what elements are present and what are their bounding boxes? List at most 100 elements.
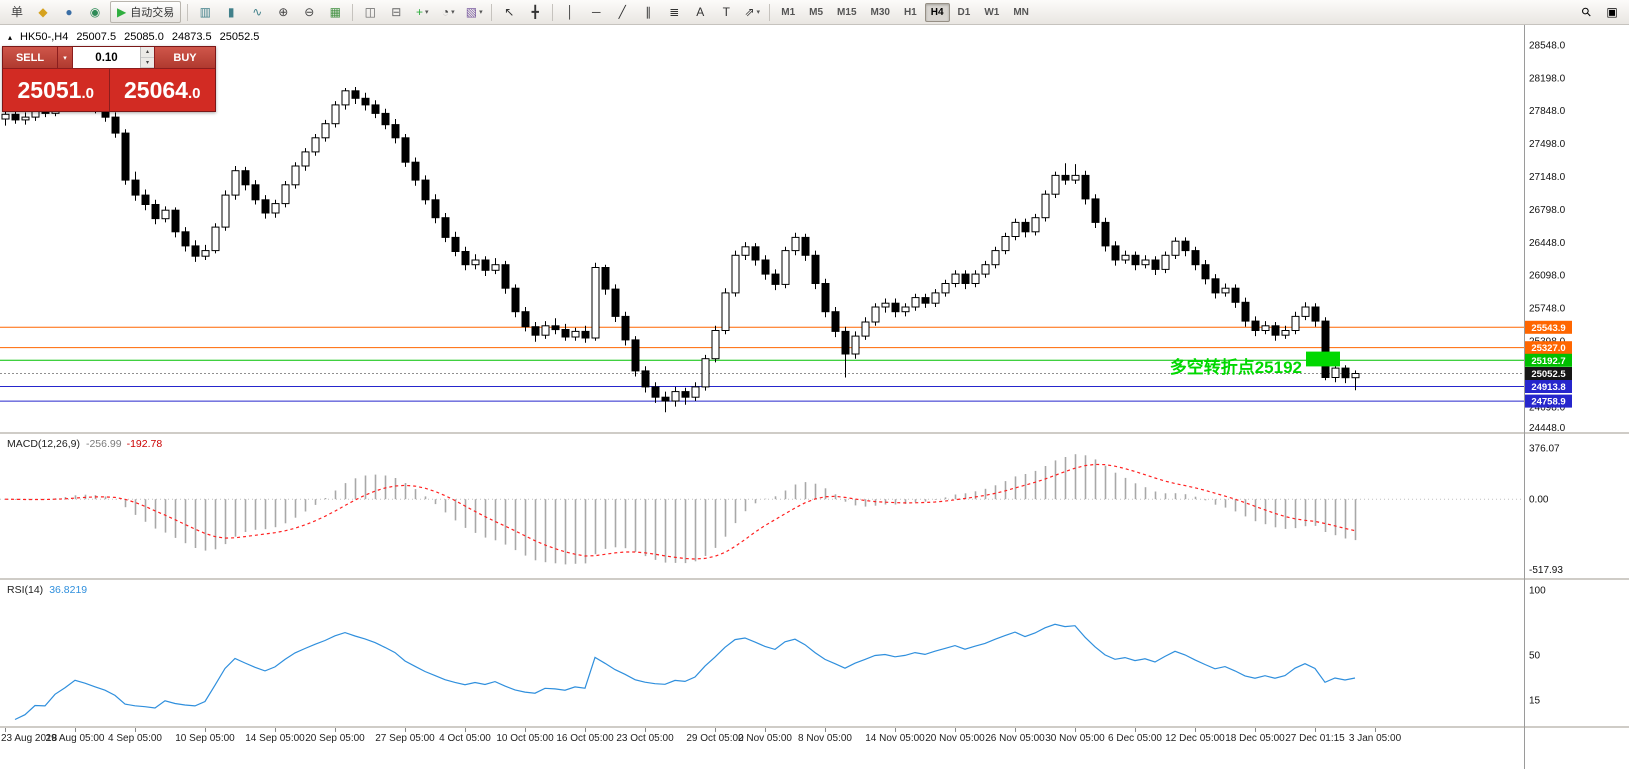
text-tool[interactable]: A bbox=[687, 1, 713, 23]
buy-button[interactable]: BUY bbox=[155, 47, 215, 68]
symbol-search[interactable]: ⚲ bbox=[1573, 1, 1599, 23]
timeframe-mn[interactable]: MN bbox=[1013, 6, 1029, 18]
time-axis-label: 10 Oct 05:00 bbox=[496, 733, 554, 744]
horizontal-line-tool[interactable]: ─ bbox=[583, 1, 609, 23]
zoom-out-button[interactable]: ⊖ bbox=[296, 1, 322, 23]
line-chart-mode-icon: ∿ bbox=[252, 5, 263, 19]
line-chart-mode[interactable]: ∿ bbox=[244, 1, 270, 23]
time-axis-label: 8 Nov 05:00 bbox=[798, 733, 852, 744]
bar-chart-mode[interactable]: ▥ bbox=[192, 1, 218, 23]
candlestick-mode[interactable]: ▮ bbox=[218, 1, 244, 23]
time-tick bbox=[405, 728, 406, 732]
vertical-line-tool[interactable]: │ bbox=[557, 1, 583, 23]
svg-text:27148.0: 27148.0 bbox=[1529, 172, 1566, 183]
tile-windows[interactable]: ▦ bbox=[322, 1, 348, 23]
fibonacci-tool-icon: ≣ bbox=[669, 5, 680, 19]
new-order[interactable]: ◆ bbox=[30, 1, 56, 23]
horizontal-line-tool-icon: ─ bbox=[591, 5, 601, 19]
timeframe-d1[interactable]: D1 bbox=[957, 6, 971, 18]
pane-splitter[interactable] bbox=[0, 578, 1629, 580]
svg-text:27498.0: 27498.0 bbox=[1529, 139, 1566, 150]
cascade-windows[interactable]: ◫ bbox=[357, 1, 383, 23]
periods-menu[interactable]: ◔ ▾ bbox=[435, 1, 461, 23]
pane-splitter[interactable] bbox=[0, 726, 1629, 728]
volume-input[interactable]: 0.10 ▴ ▾ bbox=[73, 47, 154, 68]
window-box[interactable]: ▣ bbox=[1599, 1, 1625, 23]
metaeditor[interactable]: ◉ bbox=[82, 1, 108, 23]
vertical-line-tool-icon: │ bbox=[566, 5, 574, 19]
text-tool-icon: A bbox=[696, 5, 705, 19]
time-tick bbox=[1375, 728, 1376, 732]
crosshair-tool[interactable]: ╋ bbox=[522, 1, 548, 23]
time-axis-label: 23 Oct 05:00 bbox=[616, 733, 674, 744]
timeframe-w1[interactable]: W1 bbox=[984, 6, 1000, 18]
svg-text:24758.9: 24758.9 bbox=[1531, 397, 1565, 408]
price-tag bbox=[1525, 367, 1572, 380]
cascade-windows-icon: ◫ bbox=[364, 5, 376, 19]
chevron-down-icon: ▾ bbox=[451, 9, 455, 16]
main-price-chart[interactable]: 28548.0 28198.0 27848.0 27498.0 27148.0 26798… bbox=[0, 25, 1629, 432]
zoom-in-button-icon: ⊕ bbox=[278, 5, 289, 19]
volume-value: 0.10 bbox=[95, 51, 118, 64]
candlestick-mode-icon: ▮ bbox=[227, 5, 235, 19]
pane-splitter[interactable] bbox=[0, 432, 1629, 434]
svg-text:0.00: 0.00 bbox=[1529, 495, 1549, 506]
sell-price: 25051 bbox=[17, 76, 82, 103]
fibonacci-tool[interactable]: ≣ bbox=[661, 1, 687, 23]
macd-pane[interactable]: 376.07 0.00 -517.93 bbox=[0, 434, 1629, 578]
time-tick bbox=[825, 728, 826, 732]
svg-text:100: 100 bbox=[1529, 586, 1546, 597]
time-axis-label: 23 Aug 2018 bbox=[1, 733, 58, 744]
chevron-down-icon: ▾ bbox=[479, 9, 483, 16]
buy-price-button[interactable]: 25064.0 bbox=[109, 69, 215, 111]
svg-text:26798.0: 26798.0 bbox=[1529, 205, 1566, 216]
time-axis-label: 29 Oct 05:00 bbox=[686, 733, 744, 744]
timeframe-m15[interactable]: M15 bbox=[837, 6, 857, 18]
toolbar-left-group: 单 ◆ ● ◉ ▶ 自动交易 ▥ ▮ ∿ ⊕ ⊖ ▦ ◫ ⊟ + ▾ ◔ ▾ ▧ ▾ ↖ ╋ │ ─ ╱ ∥ ≣ A T ⇗ ▾ bbox=[4, 1, 774, 23]
order-list[interactable]: 单 bbox=[4, 1, 30, 23]
volume-increase-button[interactable]: ▴ bbox=[141, 47, 154, 58]
timeframe-h4[interactable]: H4 bbox=[924, 2, 950, 22]
chevron-down-icon: ▾ bbox=[756, 9, 761, 16]
templates-menu[interactable]: ▧ ▾ bbox=[461, 1, 487, 23]
sell-price-button[interactable]: 25051.0 bbox=[3, 69, 109, 111]
macd-signal-value: -192.78 bbox=[126, 438, 163, 450]
timeframe-m5[interactable]: M5 bbox=[809, 6, 824, 18]
time-axis: 23 Aug 2018 29 Aug 05:00 4 Sep 05:00 10 Sep… bbox=[0, 728, 1629, 769]
window-box-icon: ▣ bbox=[1606, 5, 1618, 19]
svg-text:25748.0: 25748.0 bbox=[1529, 304, 1566, 315]
timeframe-m30[interactable]: M30 bbox=[870, 6, 890, 18]
time-tick bbox=[465, 728, 466, 732]
time-axis-label: 26 Nov 05:00 bbox=[985, 733, 1045, 744]
timeframe-h1[interactable]: H1 bbox=[903, 6, 917, 18]
charts-window[interactable]: ● bbox=[56, 1, 82, 23]
arrows-tool[interactable]: ⇗ ▾ bbox=[739, 1, 765, 23]
channel-tool[interactable]: ∥ bbox=[635, 1, 661, 23]
timeframe-m1[interactable]: M1 bbox=[781, 6, 796, 18]
price-tag bbox=[1525, 380, 1572, 393]
sell-price-decimal: .0 bbox=[81, 85, 94, 102]
symbol-timeframe: HK50-,H4 bbox=[20, 31, 69, 43]
auto-trading-button[interactable]: ▶ 自动交易 bbox=[110, 1, 182, 23]
sell-button[interactable]: SELL bbox=[3, 47, 57, 68]
time-axis-label: 16 Oct 05:00 bbox=[556, 733, 614, 744]
indicators-add[interactable]: + ▾ bbox=[409, 1, 435, 23]
arrange-windows[interactable]: ⊟ bbox=[383, 1, 409, 23]
auto-trading-button-label: 自动交易 bbox=[130, 7, 175, 19]
zoom-in-button[interactable]: ⊕ bbox=[270, 1, 296, 23]
price-tag bbox=[1525, 394, 1572, 408]
rsi-pane[interactable]: 100 50 15 bbox=[0, 580, 1629, 726]
charts-window-icon: ● bbox=[65, 5, 73, 19]
trendline-tool-icon: ╱ bbox=[618, 5, 626, 19]
svg-text:27848.0: 27848.0 bbox=[1529, 106, 1566, 117]
svg-text:25543.9: 25543.9 bbox=[1531, 323, 1565, 334]
buy-price-decimal: .0 bbox=[187, 85, 201, 102]
time-tick bbox=[135, 728, 136, 732]
trendline-tool[interactable]: ╱ bbox=[609, 1, 635, 23]
label-tool[interactable]: T bbox=[713, 1, 739, 23]
cursor-tool[interactable]: ↖ bbox=[496, 1, 522, 23]
volume-decrease-button[interactable]: ▾ bbox=[141, 57, 154, 68]
time-tick bbox=[75, 728, 76, 732]
symbol-search-icon: ⚲ bbox=[1577, 3, 1595, 21]
volume-dropdown[interactable]: ▾ bbox=[58, 47, 72, 68]
